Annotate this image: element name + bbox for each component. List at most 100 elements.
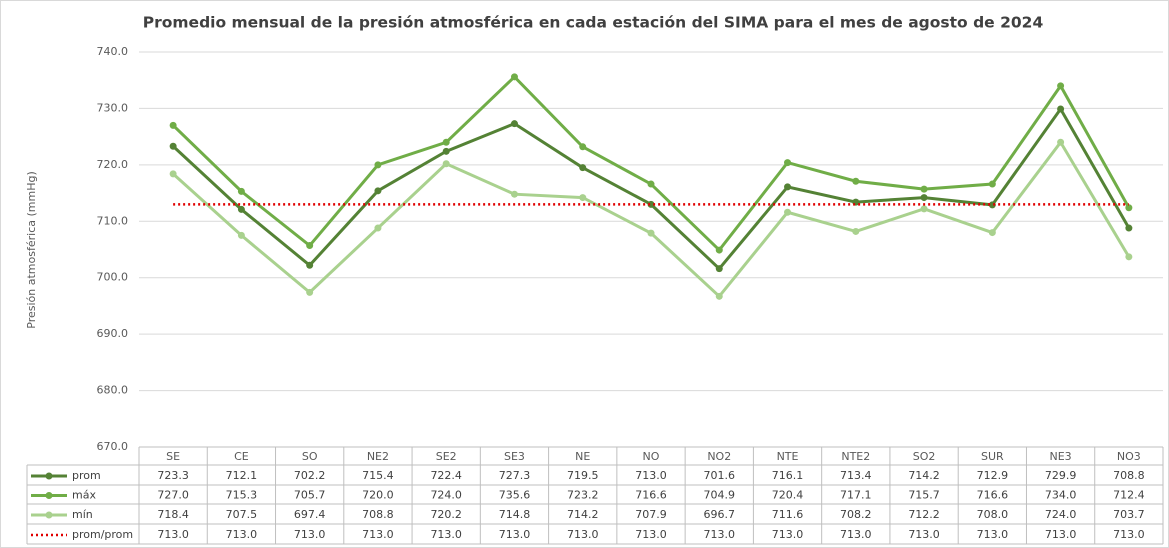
table-cell: 727.3 [499, 469, 531, 482]
point [1057, 82, 1065, 90]
x-tick-label: SE [166, 450, 180, 463]
y-tick-label: 710.0 [97, 214, 129, 227]
table-cell: 712.2 [908, 508, 940, 521]
point [169, 170, 177, 178]
table-cell: 707.5 [226, 508, 258, 521]
table-cell: 701.6 [704, 469, 736, 482]
x-tick-label: NO2 [707, 450, 731, 463]
point [374, 161, 382, 169]
point [442, 138, 450, 146]
table-cell: 719.5 [567, 469, 599, 482]
x-tick-label: CE [234, 450, 249, 463]
table-cell: 713.0 [1113, 528, 1145, 541]
table-cell: 727.0 [157, 489, 189, 502]
table-cell: 715.7 [908, 489, 940, 502]
point [715, 265, 723, 273]
point [647, 180, 655, 188]
point [715, 246, 723, 254]
point [169, 121, 177, 129]
table-cell: 715.3 [226, 489, 258, 502]
point [647, 200, 655, 208]
legend-label: prom [72, 469, 101, 482]
table-cell: 735.6 [499, 489, 531, 502]
y-tick-label: 690.0 [97, 327, 129, 340]
table-cell: 713.0 [704, 528, 736, 541]
table-cell: 714.2 [567, 508, 599, 521]
table-cell: 708.2 [840, 508, 872, 521]
point [510, 120, 518, 128]
table-cell: 722.4 [430, 469, 462, 482]
y-axis-label: Presión atmosférica (mmHg) [25, 171, 38, 328]
table-cell: 713.0 [977, 528, 1009, 541]
x-tick-label: NE2 [367, 450, 389, 463]
point [306, 261, 314, 269]
legend-label: máx [72, 489, 96, 502]
point [374, 224, 382, 232]
point [1057, 138, 1065, 146]
table-cell: 712.4 [1113, 489, 1145, 502]
point [237, 205, 245, 213]
table-cell: 729.9 [1045, 469, 1077, 482]
x-tick-label: SO2 [913, 450, 936, 463]
table-cell: 713.0 [226, 528, 258, 541]
x-tick-label: NTE [777, 450, 799, 463]
x-tick-label: SO [302, 450, 318, 463]
x-tick-label: NTE2 [841, 450, 870, 463]
table-cell: 717.1 [840, 489, 872, 502]
point [647, 229, 655, 237]
table-cell: 718.4 [157, 508, 189, 521]
point [306, 242, 314, 250]
table-cell: 723.2 [567, 489, 599, 502]
table-cell: 702.2 [294, 469, 326, 482]
table-cell: 720.4 [772, 489, 804, 502]
table-cell: 720.2 [430, 508, 462, 521]
y-tick-label: 730.0 [97, 101, 129, 114]
table-cell: 712.1 [226, 469, 258, 482]
table-cell: 713.0 [840, 528, 872, 541]
legend-marker [45, 492, 53, 499]
table-cell: 708.8 [1113, 469, 1145, 482]
x-tick-label: NE3 [1050, 450, 1072, 463]
point [579, 164, 587, 172]
table-cell: 724.0 [1045, 508, 1077, 521]
table-cell: 708.8 [362, 508, 394, 521]
point [579, 143, 587, 151]
table-cell: 713.4 [840, 469, 872, 482]
x-tick-label: SE2 [436, 450, 457, 463]
table-cell: 713.0 [567, 528, 599, 541]
table-cell: 734.0 [1045, 489, 1077, 502]
chart-title: Promedio mensual de la presión atmosféri… [143, 14, 1044, 32]
point [442, 160, 450, 168]
table-cell: 697.4 [294, 508, 326, 521]
point [1125, 253, 1133, 261]
point [988, 180, 996, 188]
legend-marker [45, 472, 53, 480]
point [510, 190, 518, 198]
x-tick-label: SE3 [504, 450, 525, 463]
table-cell: 713.0 [430, 528, 462, 541]
point [852, 177, 860, 185]
table-cell: 713.0 [362, 528, 394, 541]
point [920, 185, 928, 193]
legend-label: prom/prom [72, 528, 133, 541]
point [784, 159, 792, 167]
point [1057, 105, 1065, 113]
table-cell: 713.0 [635, 528, 667, 541]
legend-marker [45, 511, 53, 519]
point [579, 194, 587, 202]
table-cell: 708.0 [977, 508, 1009, 521]
table-cell: 714.2 [908, 469, 940, 482]
table-cell: 714.8 [499, 508, 531, 521]
table-cell: 720.0 [362, 489, 394, 502]
table-cell: 711.6 [772, 508, 804, 521]
point [306, 288, 314, 296]
point [169, 142, 177, 150]
table-cell: 716.6 [977, 489, 1009, 502]
point [510, 73, 518, 81]
x-tick-label: NO [643, 450, 660, 463]
y-tick-label: 740.0 [97, 45, 129, 58]
table-cell: 713.0 [294, 528, 326, 541]
point [920, 194, 928, 202]
table-cell: 696.7 [704, 508, 736, 521]
